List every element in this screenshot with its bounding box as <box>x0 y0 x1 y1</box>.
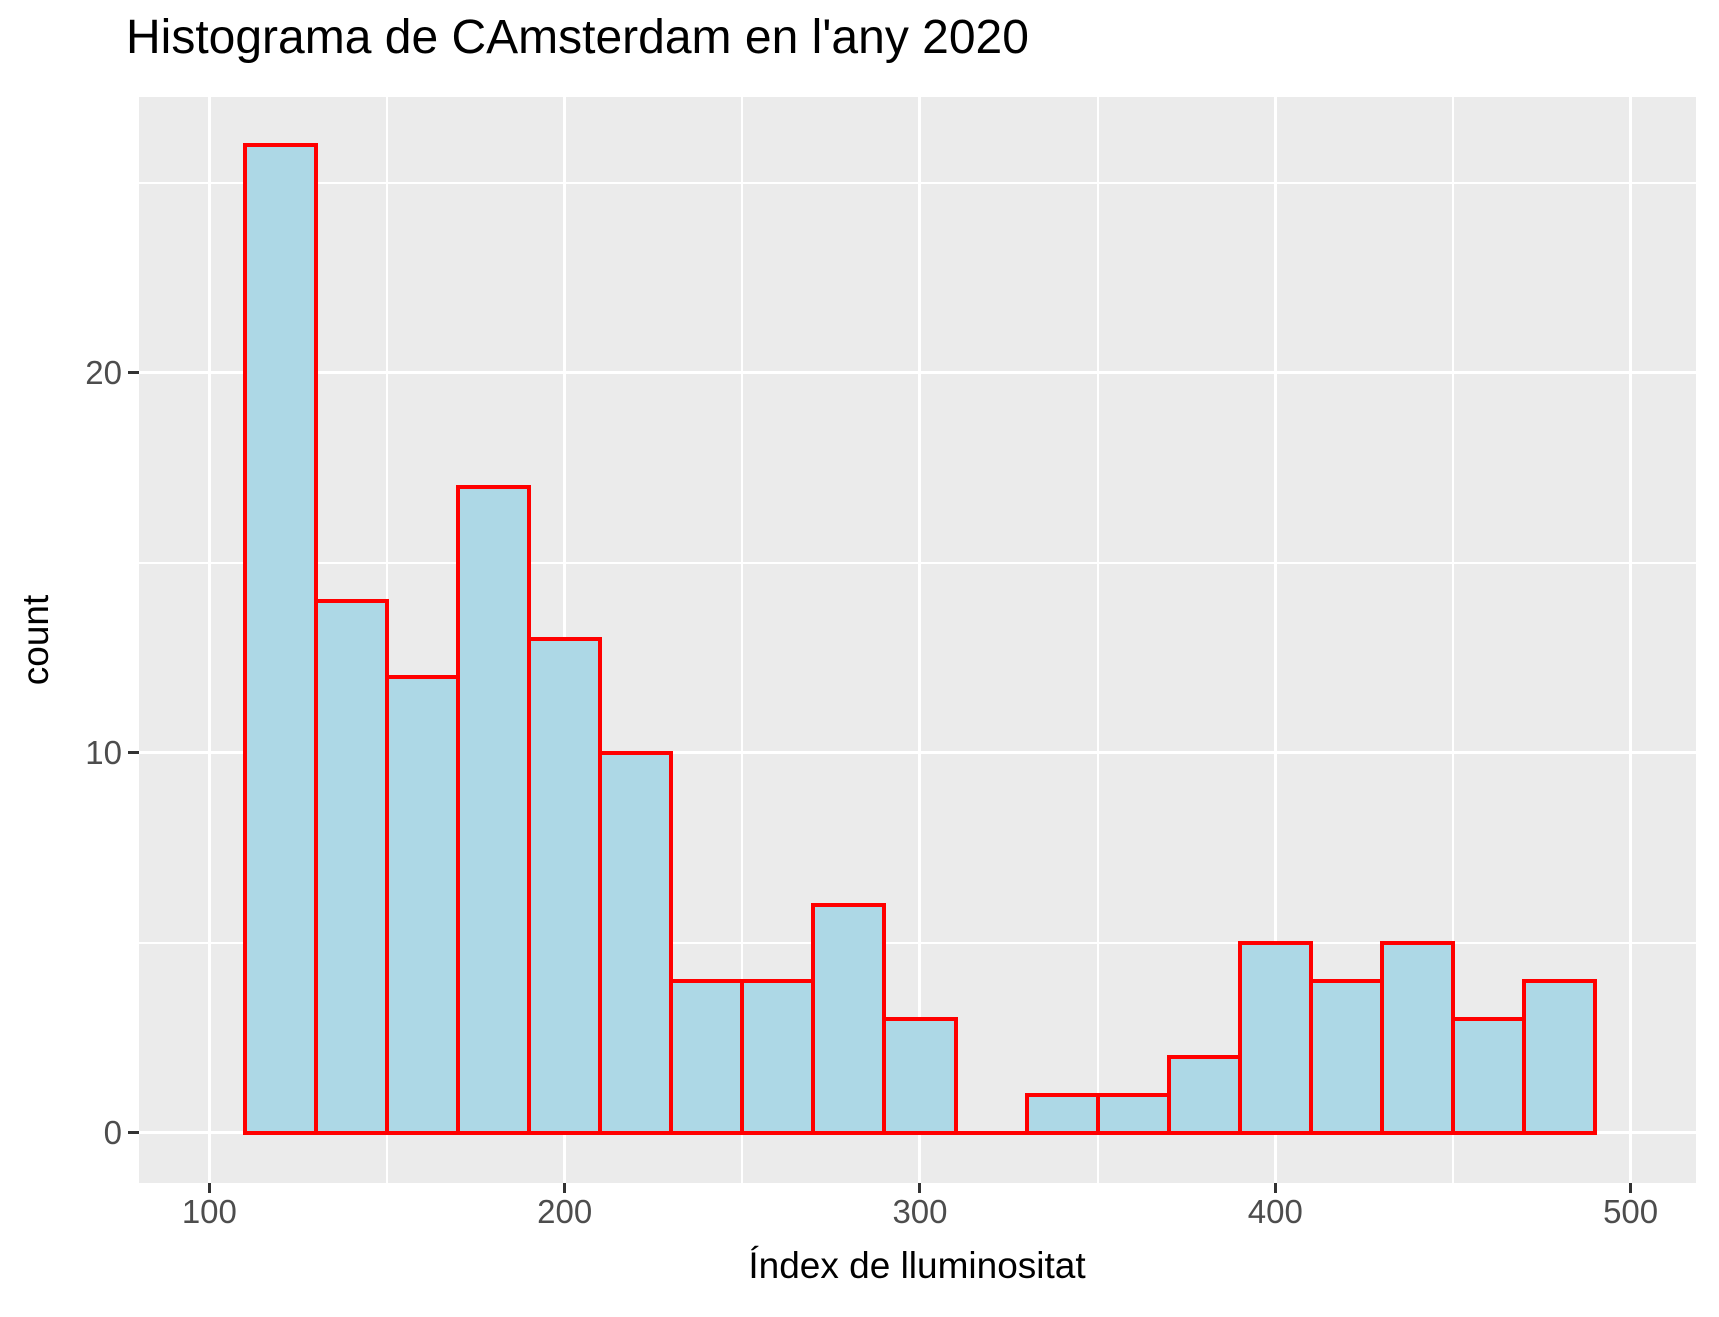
y-tick-label: 10 <box>85 733 122 771</box>
x-tick-label: 100 <box>181 1193 237 1230</box>
x-tick-label: 200 <box>537 1193 593 1230</box>
gridline-major-vertical <box>1273 97 1277 1183</box>
gridline-minor-horizontal <box>139 941 1696 944</box>
y-tick-label: 20 <box>85 353 122 391</box>
histogram-bar <box>313 598 389 1135</box>
x-tick-label: 300 <box>892 1193 948 1230</box>
gridline-major-vertical <box>207 97 211 1183</box>
gridline-minor-horizontal <box>139 181 1696 184</box>
x-tick-label: 500 <box>1603 1193 1659 1230</box>
histogram-bar <box>527 636 603 1135</box>
gridline-minor-vertical <box>1451 97 1454 1183</box>
gridline-major-horizontal <box>139 751 1696 755</box>
x-tick-mark <box>207 1183 211 1193</box>
histogram-bar <box>669 978 745 1135</box>
histogram-bar <box>811 902 887 1135</box>
y-axis-title: count <box>15 594 56 686</box>
histogram-bar <box>1237 940 1313 1135</box>
histogram-bar <box>1024 1092 1100 1135</box>
y-tick-mark <box>128 1131 139 1135</box>
x-tick-label: 400 <box>1247 1193 1303 1230</box>
histogram-bar <box>1379 940 1455 1135</box>
x-tick-mark <box>1629 1183 1633 1193</box>
histogram-bar <box>385 674 461 1135</box>
histogram-bar <box>456 484 532 1135</box>
gridline-minor-horizontal <box>139 561 1696 564</box>
histogram-bar <box>740 978 816 1135</box>
histogram-bar <box>1166 1054 1242 1135</box>
histogram-bar <box>1095 1092 1171 1135</box>
y-tick-mark <box>128 371 139 375</box>
gridline-minor-vertical <box>1096 97 1099 1183</box>
histogram-bar <box>1522 978 1598 1135</box>
histogram-bar <box>1308 978 1384 1135</box>
x-tick-mark <box>1273 1183 1277 1193</box>
histogram-zero-bar <box>953 1130 1029 1135</box>
gridline-minor-vertical <box>741 97 744 1183</box>
histogram-bar <box>882 1016 958 1135</box>
histogram-bar <box>1450 1016 1527 1135</box>
gridline-major-vertical <box>1629 97 1633 1183</box>
gridline-major-horizontal <box>139 371 1696 375</box>
histogram-bar <box>242 142 318 1135</box>
y-tick-mark <box>128 751 139 755</box>
x-tick-mark <box>918 1183 922 1193</box>
histogram-bar <box>598 750 674 1135</box>
gridline-major-vertical <box>918 97 922 1183</box>
x-tick-mark <box>563 1183 567 1193</box>
plot-title: Histograma de CAmsterdam en l'any 2020 <box>126 11 1029 64</box>
x-axis-title: Índex de lluminositat <box>748 1245 1086 1286</box>
y-tick-label: 0 <box>103 1113 122 1151</box>
